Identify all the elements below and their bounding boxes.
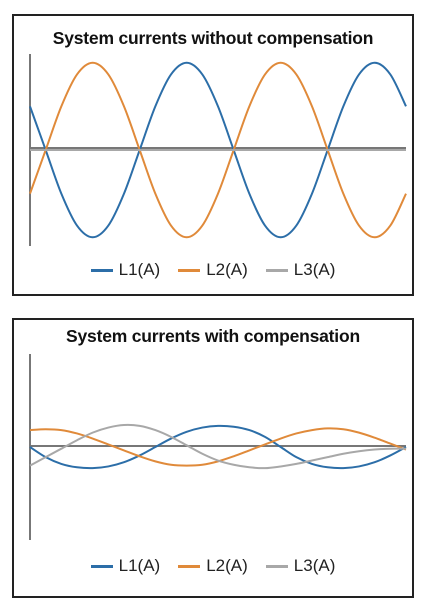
plot-area [29,54,407,246]
legend-label-l2: L2(A) [206,260,248,279]
legend-item-l1: L1(A) [90,556,161,576]
legend-swatch-l2 [178,268,201,272]
legend-item-l2: L2(A) [178,260,248,280]
legend-label-l3: L3(A) [293,260,336,279]
chart-panel-without-compensation: System currents without compensation L1(… [12,14,414,296]
legend-swatch-l1 [90,564,113,568]
legend-label-l1: L1(A) [118,556,161,575]
legend-item-l3: L3(A) [265,260,336,280]
legend-item-l3: L3(A) [265,556,336,576]
legend-swatch-l3 [265,268,288,272]
series-line-l1 [29,61,407,239]
legend-swatch-l2 [178,564,201,568]
plot-area [29,354,407,540]
legend-item-l1: L1(A) [90,260,161,280]
legend: L1(A) L2(A) L3(A) [14,260,412,280]
series-line-l3 [29,423,407,470]
legend-swatch-l3 [265,564,288,568]
series-line-l2 [29,61,407,239]
legend-label-l2: L2(A) [206,556,248,575]
legend-item-l2: L2(A) [178,556,248,576]
chart-title: System currents without compensation [52,28,374,48]
chart-title: System currents with compensation [66,326,360,346]
series-line-l1 [29,424,407,470]
legend-swatch-l1 [90,268,113,272]
legend: L1(A) L2(A) L3(A) [14,556,412,576]
chart-panel-with-compensation: System currents with compensation L1(A) … [12,318,414,598]
legend-label-l3: L3(A) [293,556,336,575]
legend-label-l1: L1(A) [118,260,161,279]
